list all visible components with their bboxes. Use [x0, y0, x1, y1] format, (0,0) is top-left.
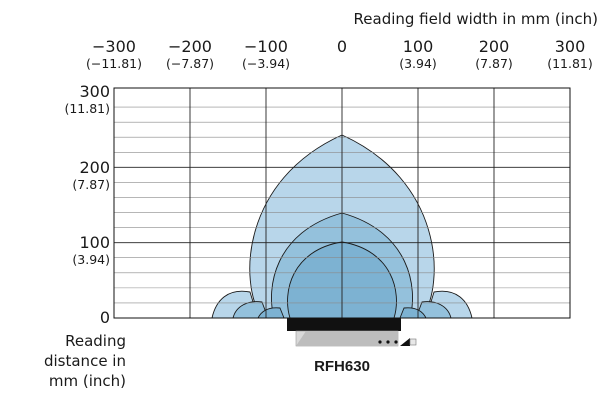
x-tick-inch-minus-100: (−3.94): [242, 56, 290, 71]
y-axis-label-line-3: mm (inch): [49, 372, 126, 390]
device-label: RFH630: [314, 358, 370, 375]
y-tick-labels: 300 (11.81) 200 (7.87) 100 (3.94) 0: [64, 82, 110, 327]
x-tick-labels: −300 (−11.81) −200 (−7.87) −100 (−3.94) …: [86, 37, 593, 71]
y-axis-label-line-1: Reading: [65, 332, 126, 350]
x-tick-mm-minus-100: −100: [244, 37, 288, 56]
grid: [114, 88, 570, 318]
device-top-plate: [287, 318, 401, 331]
x-tick-inch-200: (7.87): [475, 56, 513, 71]
field-inner-side-lobe-left: [257, 307, 285, 319]
device-connector-tip: [409, 338, 417, 346]
y-tick-mm-300: 300: [79, 82, 110, 101]
x-tick-mm-200: 200: [479, 37, 510, 56]
y-tick-mm-200: 200: [79, 158, 110, 177]
device-connector: [400, 338, 410, 346]
x-tick-mm-minus-300: −300: [92, 37, 136, 56]
x-tick-mm-300: 300: [555, 37, 586, 56]
device-rfh630: RFH630: [287, 318, 417, 375]
x-tick-inch-300: (11.81): [547, 56, 593, 71]
diagram-title: Reading field width in mm (inch): [354, 10, 598, 28]
field-inner-side-lobe-right: [399, 307, 427, 319]
x-tick-mm-100: 100: [403, 37, 434, 56]
x-tick-inch-minus-300: (−11.81): [86, 56, 142, 71]
y-tick-inch-200: (7.87): [72, 177, 110, 192]
device-led-3: [394, 340, 398, 344]
y-axis-label-line-2: distance in: [44, 352, 126, 370]
y-tick-inch-100: (3.94): [72, 252, 110, 267]
x-tick-inch-minus-200: (−7.87): [166, 56, 214, 71]
x-tick-inch-100: (3.94): [399, 56, 437, 71]
y-axis-label: Reading distance in mm (inch): [44, 332, 126, 390]
device-led-2: [386, 340, 390, 344]
x-tick-mm-minus-200: −200: [168, 37, 212, 56]
y-tick-inch-300: (11.81): [64, 101, 110, 116]
device-led-1: [378, 340, 382, 344]
y-tick-mm-0: 0: [100, 308, 110, 327]
x-tick-mm-0: 0: [337, 37, 347, 56]
y-tick-mm-100: 100: [79, 233, 110, 252]
device-body-shade: [296, 331, 398, 346]
